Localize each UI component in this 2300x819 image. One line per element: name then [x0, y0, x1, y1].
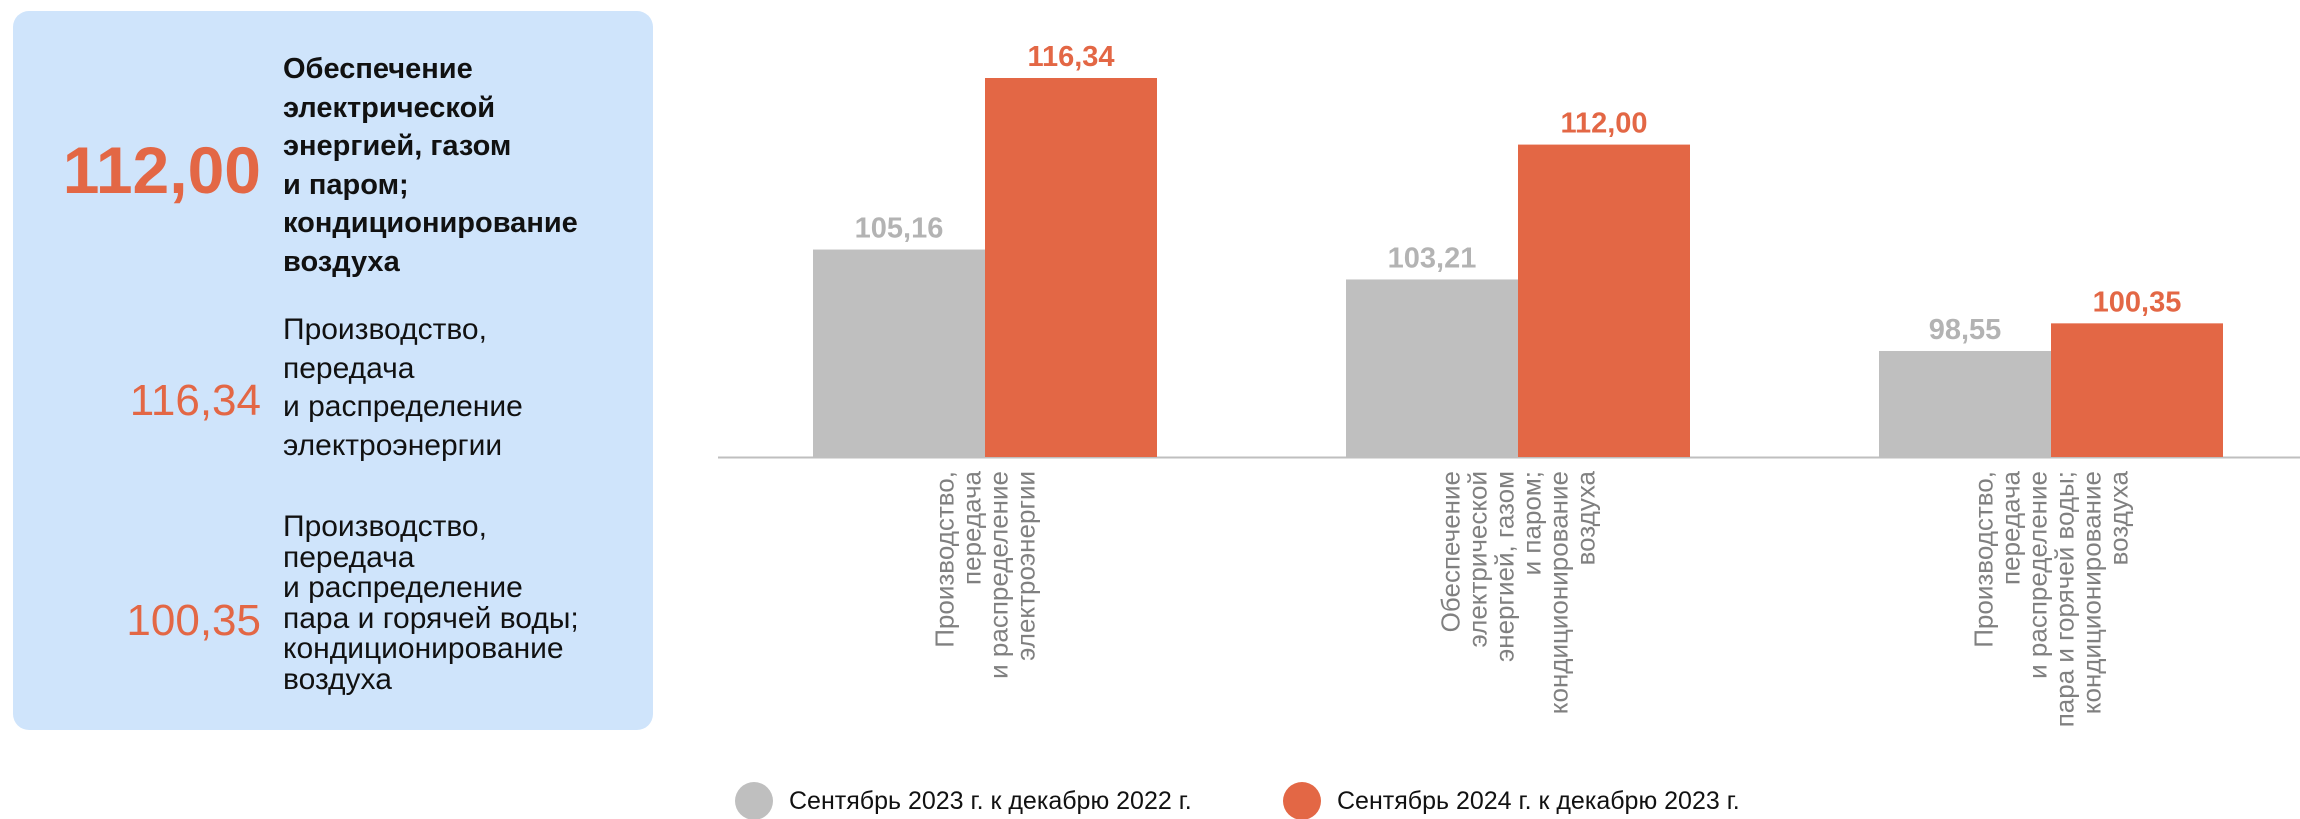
summary-item: 112,00 Обеспечение электрической энергие… — [13, 50, 653, 290]
category-label-line: кондиционирование — [1544, 471, 1574, 714]
category-label-line: энергией, газом — [1490, 471, 1520, 662]
category-label-line: воздуха — [1571, 470, 1601, 565]
legend-item-series-2: Сентябрь 2024 г. к декабрю 2023 г. — [1283, 782, 1740, 819]
category-label-line: кондиционирование — [2077, 471, 2107, 714]
data-label: 100,35 — [2093, 286, 2182, 318]
summary-label: Обеспечение электрической энергией, газо… — [283, 53, 578, 278]
data-label: 116,34 — [1027, 41, 1114, 73]
category-label-line: Обеспечение — [1436, 471, 1466, 632]
data-label: 103,21 — [1388, 242, 1477, 274]
data-label: 112,00 — [1560, 108, 1647, 140]
summary-value: 116,34 — [129, 376, 261, 425]
bar-series-2-3 — [2051, 323, 2223, 457]
legend-swatch-series-1 — [735, 782, 773, 819]
data-label: 98,55 — [1929, 314, 2002, 346]
category-label-line: воздуха — [2104, 470, 2134, 565]
summary-item: 116,34 Производство, передача и распреде… — [13, 311, 653, 471]
category-label-line: и распределение — [2023, 471, 2053, 679]
category-label-line: передача — [1996, 470, 2026, 584]
summary-item: 100,35 Производство, передача и распреде… — [13, 506, 653, 706]
legend-label-series-2: Сентябрь 2024 г. к декабрю 2023 г. — [1337, 786, 1740, 815]
legend-item-series-1: Сентябрь 2023 г. к декабрю 2022 г. — [735, 782, 1192, 819]
summary-value: 112,00 — [62, 133, 261, 207]
category-label-line: и распределение — [984, 471, 1014, 679]
category-label-line: Производство, — [1969, 471, 1999, 648]
category-label-line: Производство, — [930, 471, 960, 648]
legend-label-series-1: Сентябрь 2023 г. к декабрю 2022 г. — [789, 786, 1192, 815]
bar-series-2-1 — [985, 78, 1157, 457]
summary-label: Производство, передача и распределение э… — [283, 313, 523, 462]
legend-swatch-series-2 — [1283, 782, 1321, 819]
bar-series-2-2 — [1518, 144, 1690, 458]
data-label: 105,16 — [855, 213, 944, 245]
category-label-line: передача — [957, 470, 987, 584]
category-label-line: электрической — [1463, 471, 1493, 648]
category-label-line: и паром; — [1517, 471, 1547, 575]
bar-series-1-3 — [1879, 350, 2051, 457]
bar-series-1-2 — [1346, 279, 1518, 457]
bar-series-1-1 — [813, 249, 985, 457]
summary-panel: 112,00 Обеспечение электрической энергие… — [13, 11, 653, 730]
category-label-line: электроэнергии — [1011, 471, 1041, 661]
summary-label: Производство, передача и распределение п… — [283, 510, 579, 696]
summary-value: 100,35 — [126, 596, 261, 645]
category-label-line: пара и горячей воды; — [2050, 471, 2080, 727]
